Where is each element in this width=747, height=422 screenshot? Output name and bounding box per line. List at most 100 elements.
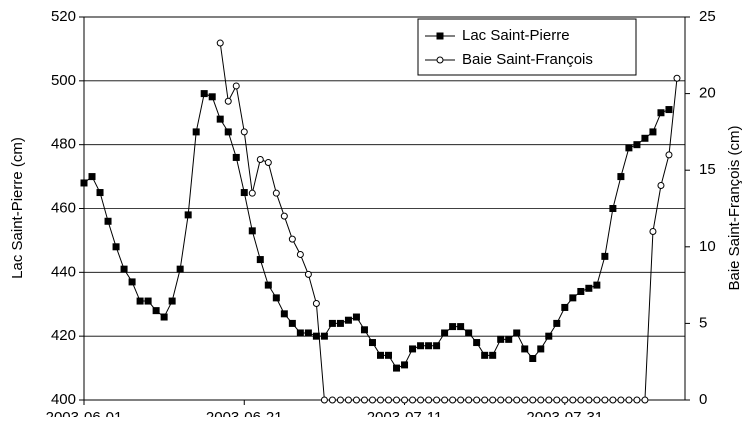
data-point: [577, 287, 585, 295]
data-point: [593, 281, 601, 289]
data-point: [457, 323, 465, 331]
data-point: [312, 332, 320, 340]
data-point: [609, 205, 617, 212]
data-point: [216, 39, 224, 47]
data-point: [192, 128, 200, 136]
y2-tick-label: 10: [699, 238, 716, 255]
data-point: [224, 128, 232, 136]
data-point: [136, 297, 144, 305]
data-point: [425, 396, 433, 404]
data-point: [248, 227, 256, 235]
y2-tick-label: 20: [699, 85, 716, 102]
data-point: [393, 396, 401, 404]
data-point: [609, 396, 617, 404]
data-point: [569, 396, 577, 404]
legend-marker: [436, 32, 444, 40]
data-point: [152, 307, 160, 315]
data-point: [465, 329, 473, 337]
data-point: [521, 396, 529, 404]
data-point: [88, 173, 96, 181]
y-axis-label: Lac Saint-Pierre (cm): [9, 137, 26, 279]
data-point: [328, 319, 336, 327]
data-point: [545, 332, 553, 340]
data-point: [593, 396, 601, 404]
data-point: [545, 396, 553, 404]
data-point: [336, 396, 344, 404]
data-point: [352, 313, 360, 321]
data-point: [320, 396, 328, 404]
data-point: [312, 299, 320, 307]
data-point: [240, 128, 248, 136]
data-point: [112, 243, 120, 251]
data-point: [505, 396, 513, 404]
y2-tick-label: 15: [699, 161, 716, 178]
data-point: [232, 82, 240, 90]
data-point: [625, 144, 633, 152]
data-point: [473, 339, 481, 347]
y2-tick-label: 5: [699, 314, 707, 331]
data-point: [409, 396, 417, 404]
data-point: [168, 297, 176, 305]
data-point: [280, 212, 288, 220]
data-point: [489, 351, 497, 359]
data-point: [617, 396, 625, 404]
y-tick-label: 400: [51, 391, 76, 408]
data-point: [665, 106, 673, 114]
data-point: [288, 319, 296, 327]
data-point: [481, 351, 489, 359]
series-line: [219, 42, 678, 401]
data-point: [272, 189, 280, 197]
data-point: [272, 294, 280, 302]
y2-axis-label: Baie Saint-François (cm): [726, 125, 743, 290]
data-point: [320, 332, 328, 340]
data-point: [657, 109, 665, 117]
data-point: [368, 396, 376, 404]
data-point: [376, 351, 384, 359]
data-point: [505, 335, 513, 343]
data-point: [304, 270, 312, 278]
data-point: [601, 252, 609, 260]
data-point: [553, 396, 561, 404]
data-point: [465, 396, 473, 404]
data-point: [184, 211, 192, 219]
data-point: [208, 93, 216, 101]
data-point: [344, 396, 352, 404]
legend-marker: [436, 56, 444, 64]
data-point: [80, 179, 88, 187]
data-point: [160, 313, 168, 321]
data-point: [433, 342, 441, 350]
data-point: [417, 342, 425, 350]
data-point: [264, 159, 272, 167]
y-tick-label: 420: [51, 327, 76, 344]
data-point: [360, 396, 368, 404]
data-point: [360, 326, 368, 334]
data-point: [481, 396, 489, 404]
data-point: [352, 396, 360, 404]
data-point: [96, 189, 104, 197]
data-point: [368, 339, 376, 347]
data-point: [577, 396, 585, 404]
data-point: [449, 323, 457, 331]
data-point: [513, 329, 521, 337]
data-point: [529, 396, 537, 404]
data-point: [328, 396, 336, 404]
data-point: [553, 319, 561, 327]
y2-tick-label: 25: [699, 8, 716, 25]
data-point: [521, 345, 529, 353]
data-point: [144, 297, 152, 305]
y-tick-label: 460: [51, 199, 76, 216]
x-tick-label: 2003-07-31: [526, 409, 603, 417]
y2-tick-label: 0: [699, 391, 707, 408]
data-point: [417, 396, 425, 404]
data-point: [641, 134, 649, 142]
data-point: [224, 97, 232, 105]
data-point: [649, 227, 657, 235]
data-point: [232, 153, 240, 161]
y-tick-label: 480: [51, 136, 76, 153]
data-point: [441, 396, 449, 404]
data-point: [248, 189, 256, 197]
data-point: [176, 265, 184, 273]
data-point: [256, 155, 264, 163]
data-point: [529, 355, 537, 363]
